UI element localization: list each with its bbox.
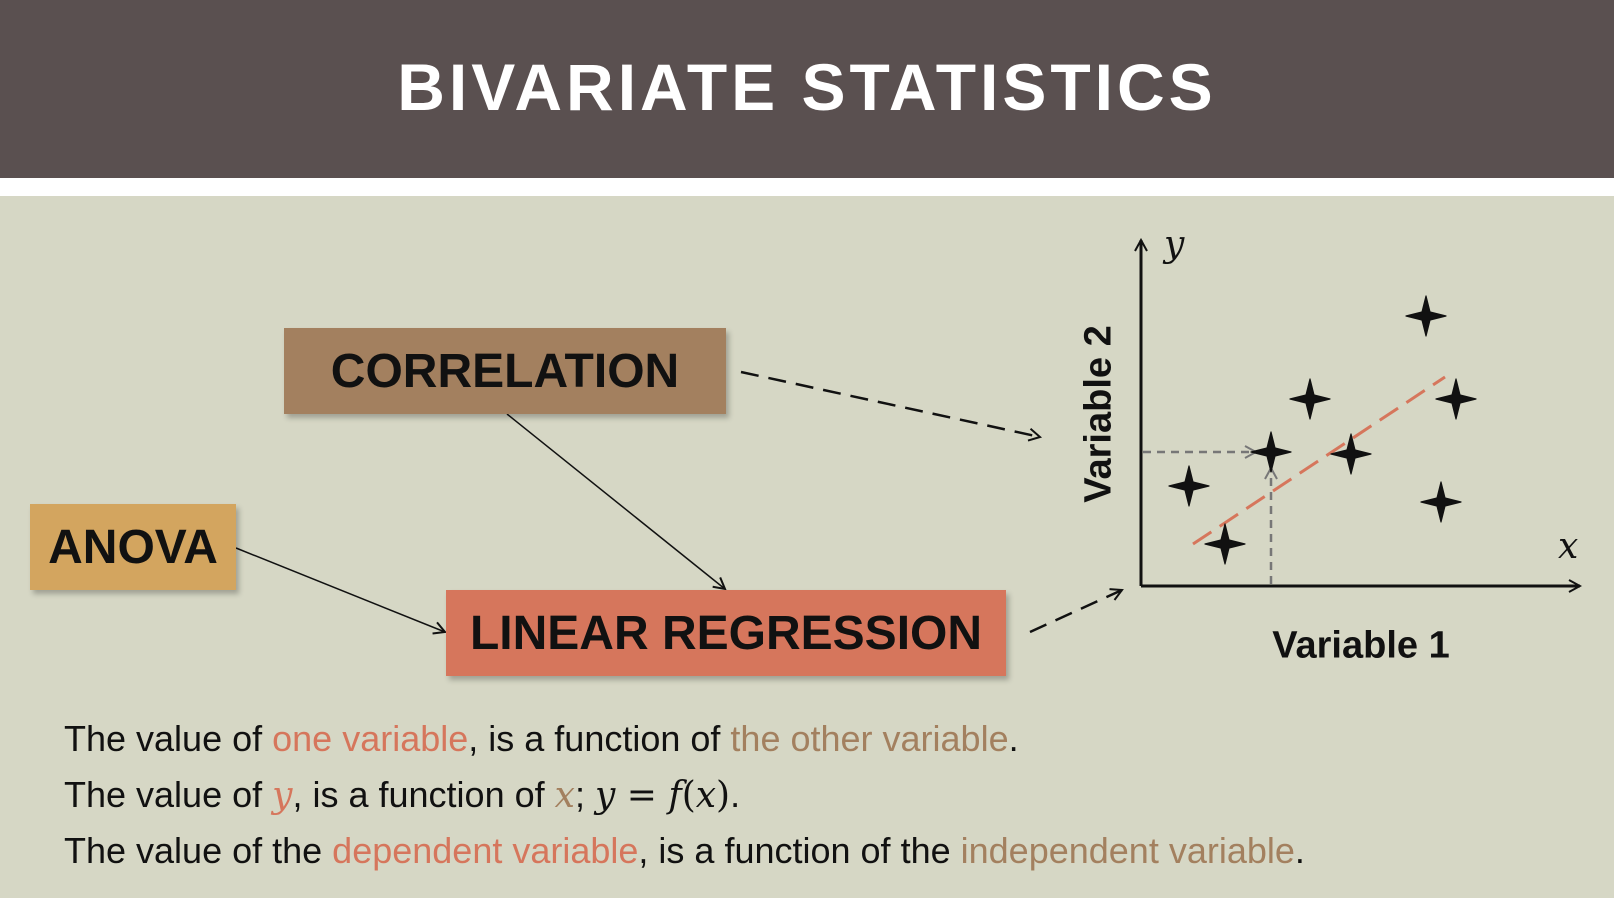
star-point — [1250, 431, 1292, 473]
x-axis-label: Variable 1 — [1272, 624, 1450, 667]
text-fragment: . — [1008, 718, 1019, 759]
regression-to-plot-arrow — [1029, 590, 1122, 634]
correlation-label: CORRELATION — [330, 344, 680, 398]
x-axis-letter: x — [1558, 526, 1579, 567]
eq-y: y — [594, 775, 616, 816]
highlight-dependent-variable: dependent variable — [332, 830, 639, 871]
highlight-independent-variable: independent variable — [960, 830, 1295, 871]
eq-close: ) — [716, 775, 731, 816]
anova-box: ANOVA — [30, 504, 236, 590]
statement-line-3: The value of the dependent variable, is … — [64, 830, 1305, 872]
star-point — [1435, 378, 1477, 420]
star-point — [1330, 433, 1372, 475]
eq-x: x — [695, 775, 717, 816]
star-point — [1204, 523, 1246, 565]
correlation-box: CORRELATION — [284, 328, 726, 414]
eq-open: ( — [681, 775, 696, 816]
regression-trend-line — [1192, 375, 1446, 546]
page-title: BIVARIATE STATISTICS — [397, 50, 1217, 124]
header-divider — [0, 178, 1614, 196]
correlation-to-regression-arrow — [506, 413, 725, 589]
text-fragment: , is a function of — [468, 718, 731, 759]
linear-regression-label: LINEAR REGRESSION — [469, 606, 983, 660]
text-fragment: . — [1294, 830, 1305, 871]
eq-f: f — [668, 775, 682, 816]
correlation-to-plot-arrow — [740, 370, 1040, 437]
star-point — [1289, 378, 1331, 420]
star-point — [1420, 481, 1462, 523]
anova-label: ANOVA — [48, 520, 218, 574]
text-fragment: ; — [574, 774, 595, 815]
linear-regression-box: LINEAR REGRESSION — [446, 590, 1006, 676]
y-axis-label: Variable 2 — [1077, 325, 1120, 503]
highlight-one-variable: one variable — [272, 718, 469, 759]
text-fragment: . — [730, 774, 741, 815]
star-point — [1168, 465, 1210, 507]
highlight-other-variable: the other variable — [730, 718, 1009, 759]
text-fragment: , is a function of — [292, 774, 555, 815]
statement-line-2: The value of y, is a function of x; y = … — [64, 774, 740, 816]
anova-to-regression-arrow — [235, 547, 445, 632]
diagram-canvas — [235, 196, 1614, 716]
y-axis-letter: y — [1164, 224, 1185, 265]
star-point — [1405, 295, 1447, 337]
text-fragment: The value of — [64, 774, 273, 815]
text-fragment: The value of the — [64, 830, 333, 871]
statement-line-1: The value of one variable, is a function… — [64, 718, 1019, 760]
data-points — [1168, 295, 1477, 565]
eq-sign: = — [615, 775, 669, 816]
text-fragment: , is a function of the — [638, 830, 961, 871]
title-banner: BIVARIATE STATISTICS — [0, 0, 1614, 178]
var-x: x — [554, 775, 575, 816]
text-fragment: The value of — [64, 718, 273, 759]
var-y: y — [272, 775, 293, 816]
